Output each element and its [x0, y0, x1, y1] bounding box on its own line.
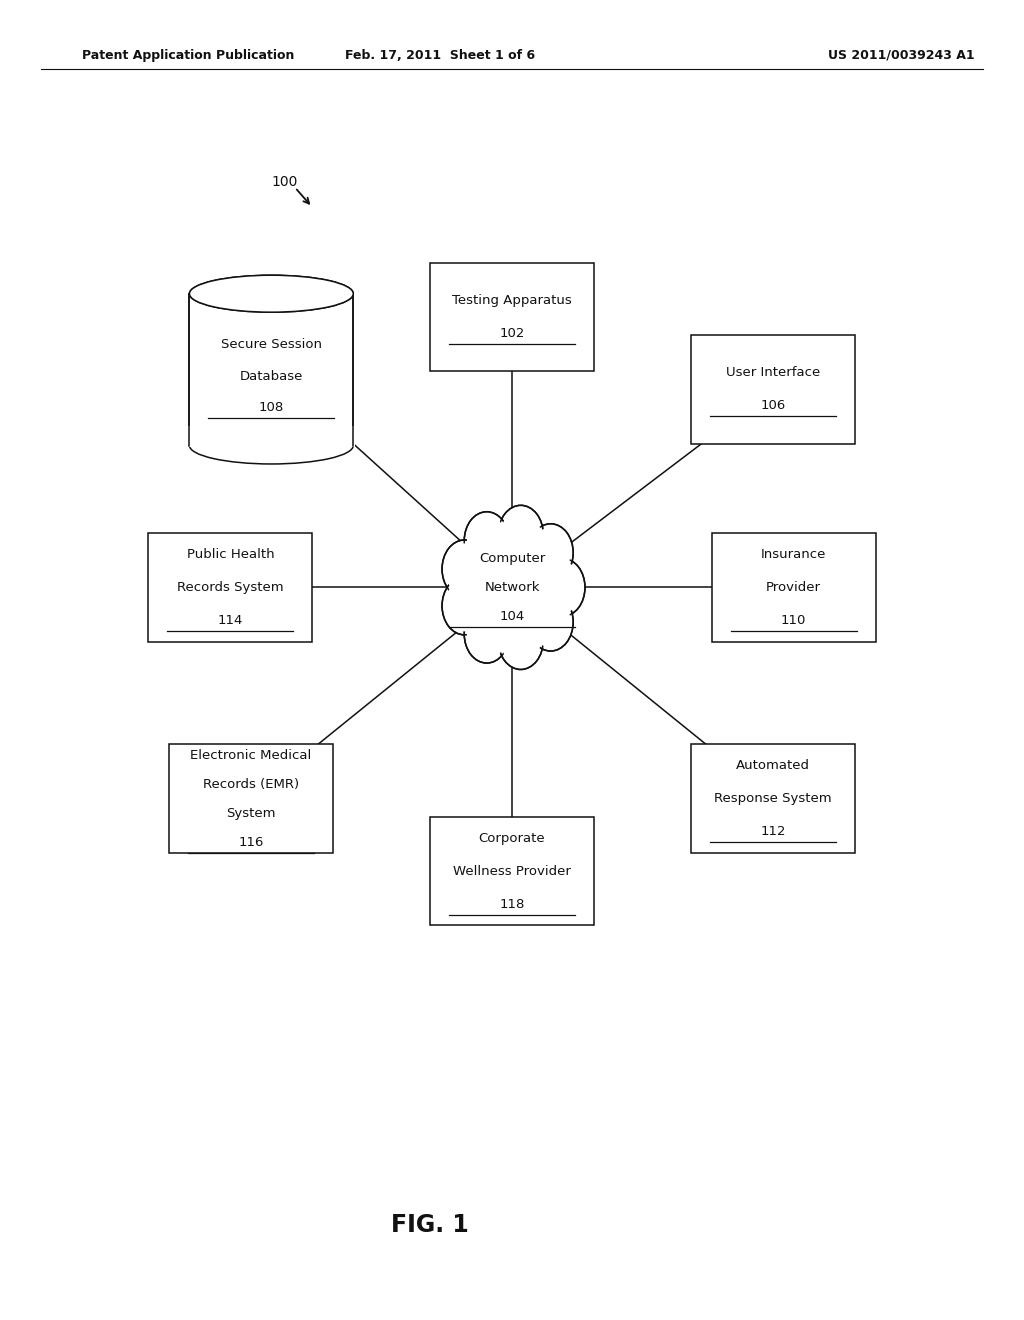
Circle shape [530, 597, 570, 648]
Circle shape [530, 527, 570, 578]
Text: 100: 100 [271, 176, 298, 189]
Text: 104: 104 [500, 610, 524, 623]
Bar [187, 425, 355, 446]
Text: Network: Network [484, 581, 540, 594]
Text: 110: 110 [781, 614, 806, 627]
Circle shape [442, 540, 487, 598]
Ellipse shape [189, 276, 353, 313]
Circle shape [464, 512, 509, 570]
Circle shape [499, 611, 544, 669]
Ellipse shape [467, 540, 557, 635]
Text: Feb. 17, 2011  Sheet 1 of 6: Feb. 17, 2011 Sheet 1 of 6 [345, 49, 536, 62]
Circle shape [499, 506, 544, 564]
Circle shape [444, 544, 484, 594]
Ellipse shape [453, 524, 571, 651]
Ellipse shape [462, 533, 562, 642]
Text: User Interface: User Interface [726, 367, 820, 379]
Text: Electronic Medical: Electronic Medical [190, 748, 311, 762]
Text: Database: Database [240, 370, 303, 383]
Text: Records (EMR): Records (EMR) [203, 777, 299, 791]
Ellipse shape [189, 428, 353, 465]
Text: Automated: Automated [736, 759, 810, 772]
Circle shape [501, 508, 541, 560]
Circle shape [528, 593, 573, 651]
Text: 106: 106 [761, 400, 785, 412]
Text: Secure Session: Secure Session [221, 338, 322, 351]
Text: 112: 112 [761, 825, 785, 838]
Circle shape [540, 558, 585, 616]
Text: 116: 116 [239, 836, 263, 849]
FancyBboxPatch shape [430, 817, 594, 925]
Text: 118: 118 [500, 898, 524, 911]
Circle shape [467, 609, 507, 660]
Text: Provider: Provider [766, 581, 821, 594]
Circle shape [528, 524, 573, 582]
Circle shape [442, 577, 487, 635]
Circle shape [464, 605, 509, 663]
FancyBboxPatch shape [691, 744, 855, 853]
Bar [189, 294, 353, 446]
Text: Computer: Computer [479, 552, 545, 565]
FancyBboxPatch shape [430, 263, 594, 371]
FancyBboxPatch shape [148, 533, 312, 642]
Text: 102: 102 [500, 327, 524, 339]
Text: 108: 108 [259, 401, 284, 414]
Text: US 2011/0039243 A1: US 2011/0039243 A1 [827, 49, 975, 62]
Text: Wellness Provider: Wellness Provider [453, 865, 571, 878]
Circle shape [467, 515, 507, 566]
Text: Public Health: Public Health [186, 548, 274, 561]
Text: Insurance: Insurance [761, 548, 826, 561]
Text: Corporate: Corporate [478, 832, 546, 845]
Text: Patent Application Publication: Patent Application Publication [82, 49, 294, 62]
Circle shape [501, 615, 541, 667]
Text: Testing Apparatus: Testing Apparatus [453, 294, 571, 306]
Ellipse shape [189, 276, 353, 313]
FancyBboxPatch shape [691, 335, 855, 444]
Text: Records System: Records System [177, 581, 284, 594]
Circle shape [444, 581, 484, 631]
Text: System: System [226, 807, 275, 820]
Text: Response System: Response System [715, 792, 831, 805]
FancyBboxPatch shape [169, 744, 333, 853]
Text: FIG. 1: FIG. 1 [391, 1213, 469, 1237]
FancyBboxPatch shape [712, 533, 876, 642]
Text: 114: 114 [218, 614, 243, 627]
Circle shape [543, 562, 583, 612]
